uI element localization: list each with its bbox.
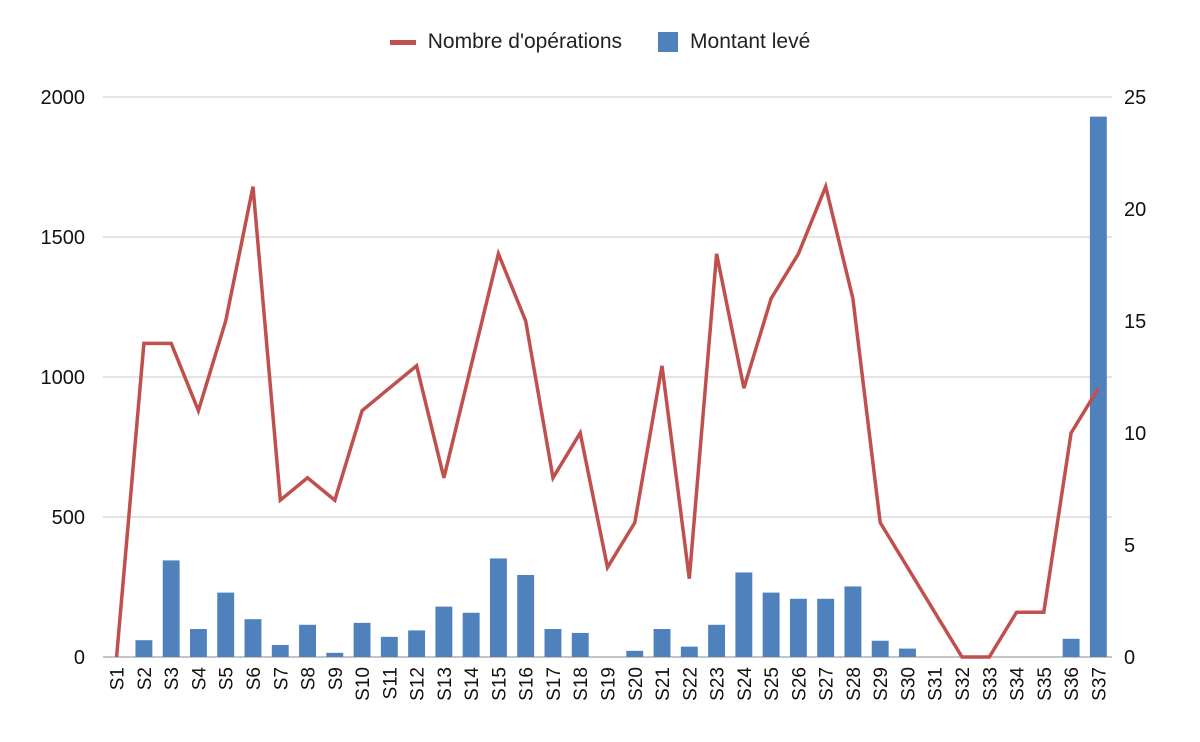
x-tick-label: S7 [271,667,292,690]
bar [571,632,589,657]
y-right-tick-label: 15 [1124,311,1146,333]
x-tick-label: S37 [1089,667,1110,701]
x-tick-label: S31 [926,667,947,701]
y-left-tick-label: 0 [74,647,85,669]
bar [817,598,835,657]
x-tick-label: S2 [135,667,156,690]
bar [789,598,807,657]
gridlines [103,96,1112,658]
x-tick-label: S34 [1008,667,1029,701]
bar [162,560,180,657]
bar [189,629,207,657]
x-tick-label: S5 [217,667,238,690]
y-left-tick-label: 500 [52,507,85,529]
bar [762,592,780,657]
bar-series [135,116,1107,658]
x-tick-label: S21 [653,667,674,701]
x-tick-label: S28 [844,667,865,701]
legend-swatch-line [389,39,416,45]
x-tick-label: S18 [571,667,592,701]
y-right-tick-label: 20 [1124,199,1146,221]
legend-label-amount: Montant levé [690,30,811,53]
legend-swatch-box [658,32,679,52]
bar [380,636,398,657]
x-tick-label: S30 [898,667,919,701]
x-tick-label: S3 [162,667,183,690]
y-right-tick-label: 10 [1124,423,1146,445]
bar [244,619,262,657]
bar [899,648,916,657]
line-series [114,180,1100,659]
x-tick-label: S23 [708,667,729,701]
x-tick-label: S10 [353,667,374,701]
bar [489,558,507,657]
x-tick-label: S8 [299,667,320,690]
bar [271,644,289,657]
x-tick-label: S9 [326,667,347,690]
legend-item-operations: Nombre d'opérations [389,30,623,54]
x-tick-label: S13 [435,667,456,701]
bar [708,624,726,657]
x-tick-label: S29 [871,667,892,701]
x-tick-label: S27 [817,667,838,701]
bar [1062,638,1080,657]
bar [408,630,426,657]
bar [353,622,371,657]
x-tick-label: S33 [980,667,1001,701]
bar [871,640,889,657]
bar [544,629,562,657]
bar [135,640,153,657]
y-right-tick-label: 25 [1124,87,1146,109]
y-left-tick-label: 2000 [41,87,86,109]
legend-item-amount: Montant levé [658,30,810,54]
line-path [114,180,1100,659]
x-tick-label: S24 [735,667,756,701]
bar [217,592,235,657]
x-tick-label: S14 [462,667,483,701]
bar [462,612,480,657]
bar [844,586,862,657]
x-tick-label: S15 [489,667,510,701]
bar [653,629,671,657]
bar [299,624,316,657]
bar [435,606,453,657]
x-tick-label: S26 [789,667,810,701]
y-left-tick-label: 1000 [41,367,86,389]
bar [735,572,753,657]
x-tick-label: S32 [953,667,974,701]
x-tick-label: S19 [599,667,620,701]
bar [1089,116,1107,658]
x-tick-label: S11 [380,667,401,699]
x-tick-label: S22 [680,667,701,701]
y-right-tick-label: 5 [1124,535,1135,557]
y-right-tick-label: 0 [1124,647,1135,669]
legend-label-operations: Nombre d'opérations [427,30,623,53]
x-tick-label: S6 [244,667,265,690]
bar [326,652,344,657]
axes: 0 500 1000 1500 2000 0 5 10 15 20 25 S1 S2 S3 S4 S5 S6 S7… [41,87,1147,701]
x-tick-label: S4 [189,667,210,691]
x-tick-label: S20 [626,667,647,701]
bar [626,650,644,657]
x-tick-label: S16 [517,667,538,701]
x-tick-label: S36 [1062,667,1083,701]
y-left-tick-label: 1500 [41,227,86,249]
x-tick-label: S35 [1035,667,1056,701]
bar [680,646,698,657]
chart-legend: Nombre d'opérations Montant levé [0,30,1200,54]
x-tick-label: S17 [544,667,565,701]
x-tick-label: S12 [408,667,429,701]
bar [517,574,535,657]
x-tick-label: S25 [762,667,783,701]
x-tick-label: S1 [108,667,129,690]
